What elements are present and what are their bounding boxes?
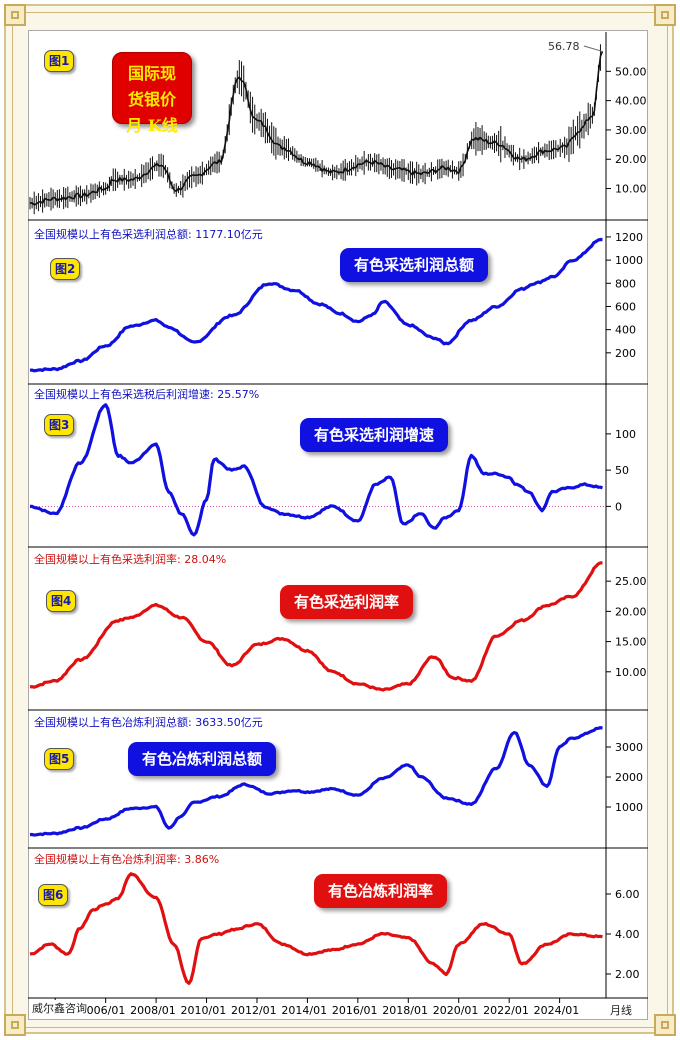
y-tick-label: 2.00 (615, 968, 640, 981)
series-line (29, 726, 603, 837)
corner-ornament (654, 4, 676, 26)
x-tick-label: 2006/01 (80, 1004, 126, 1017)
y-tick-label: 30.00 (615, 124, 647, 137)
x-tick-label: 2014/01 (281, 1004, 327, 1017)
title-line-2: 货银价 (127, 90, 176, 109)
inner-frame (12, 12, 668, 1028)
y-tick-label: 2000 (615, 771, 643, 784)
y-tick-label: 50.00 (615, 65, 647, 78)
series-line (30, 403, 603, 537)
y-tick-label: 0 (615, 500, 622, 513)
caption-fig3: 全国规模以上有色采选税后利润增速: 25.57% (34, 388, 260, 401)
x-tick-label: 2022/01 (483, 1004, 529, 1017)
y-tick-label: 600 (615, 300, 636, 313)
y-tick-label: 4.00 (615, 928, 640, 941)
badge-fig2: 图2 (50, 258, 81, 280)
y-tick-label: 20.00 (615, 153, 647, 166)
caption-fig6: 全国规模以上有色冶炼利润率: 3.86% (34, 853, 220, 866)
x-tick-label: 2008/01 (130, 1004, 176, 1017)
label-fig6: 有色冶炼利润率 (314, 874, 448, 908)
last-price-pointer (583, 45, 603, 52)
x-tick-label: 2024/01 (534, 1004, 580, 1017)
label-fig5: 有色冶炼利润总额 (128, 742, 277, 776)
y-tick-label: 200 (615, 347, 636, 360)
x-tick-label: 2012/01 (231, 1004, 277, 1017)
period-label: 月线 (610, 1004, 632, 1017)
y-tick-label: 800 (615, 277, 636, 290)
series-line (29, 237, 603, 373)
y-tick-label: 1000 (615, 254, 643, 267)
title-line-1: 国际现 (127, 64, 176, 83)
silver-kline-title-box: 国际现 货银价 月 K线 (112, 52, 192, 135)
corner-ornament (654, 1014, 676, 1036)
badge-fig5: 图5 (44, 748, 75, 770)
label-fig3: 有色采选利润增速 (300, 418, 449, 452)
y-tick-label: 10.00 (615, 666, 647, 679)
chart-area (28, 30, 648, 1020)
badge-fig4: 图4 (46, 590, 77, 612)
series-line (29, 561, 603, 692)
last-price-label: 56.78 (548, 40, 580, 53)
y-tick-label: 50 (615, 464, 629, 477)
y-tick-label: 6.00 (615, 888, 640, 901)
x-tick-label: 2018/01 (382, 1004, 428, 1017)
badge-fig6: 图6 (38, 884, 69, 906)
caption-fig4: 全国规模以上有色采选利润率: 28.04% (34, 553, 227, 566)
label-fig2: 有色采选利润总额 (340, 248, 489, 282)
y-tick-label: 40.00 (615, 95, 647, 108)
y-tick-label: 3000 (615, 741, 643, 754)
y-tick-label: 10.00 (615, 183, 647, 196)
y-tick-label: 1200 (615, 231, 643, 244)
y-tick-label: 100 (615, 428, 636, 441)
corner-ornament (4, 1014, 26, 1036)
label-fig4: 有色采选利润率 (280, 585, 414, 619)
x-tick-label: 2010/01 (181, 1004, 227, 1017)
series-line (29, 872, 603, 985)
badge-fig3: 图3 (44, 414, 75, 436)
caption-fig2: 全国规模以上有色采选利润总额: 1177.10亿元 (34, 228, 263, 241)
x-tick-label: 2020/01 (433, 1004, 479, 1017)
y-tick-label: 15.00 (615, 636, 647, 649)
x-tick-label: 2016/01 (332, 1004, 378, 1017)
title-line-3: 月 K线 (126, 116, 178, 135)
corner-ornament (4, 4, 26, 26)
y-tick-label: 1000 (615, 801, 643, 814)
badge-fig1: 图1 (44, 50, 75, 72)
source-credit: 威尔鑫咨询 (32, 1000, 87, 1016)
y-tick-label: 400 (615, 324, 636, 337)
y-tick-label: 20.00 (615, 605, 647, 618)
y-tick-label: 25.00 (615, 575, 647, 588)
caption-fig5: 全国规模以上有色冶炼利润总额: 3633.50亿元 (34, 716, 263, 729)
